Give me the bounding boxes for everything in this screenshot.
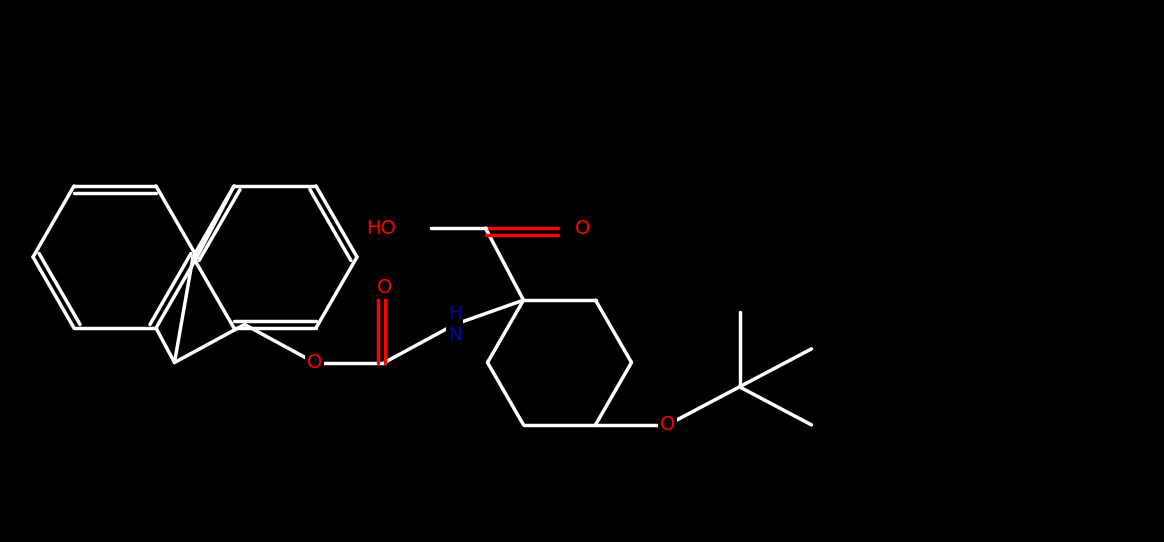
- Text: O: O: [307, 353, 322, 372]
- Text: HO: HO: [365, 218, 396, 237]
- Text: O: O: [660, 415, 675, 434]
- Text: O: O: [377, 278, 392, 297]
- Text: O: O: [575, 218, 590, 237]
- Text: H
N: H N: [448, 305, 461, 344]
